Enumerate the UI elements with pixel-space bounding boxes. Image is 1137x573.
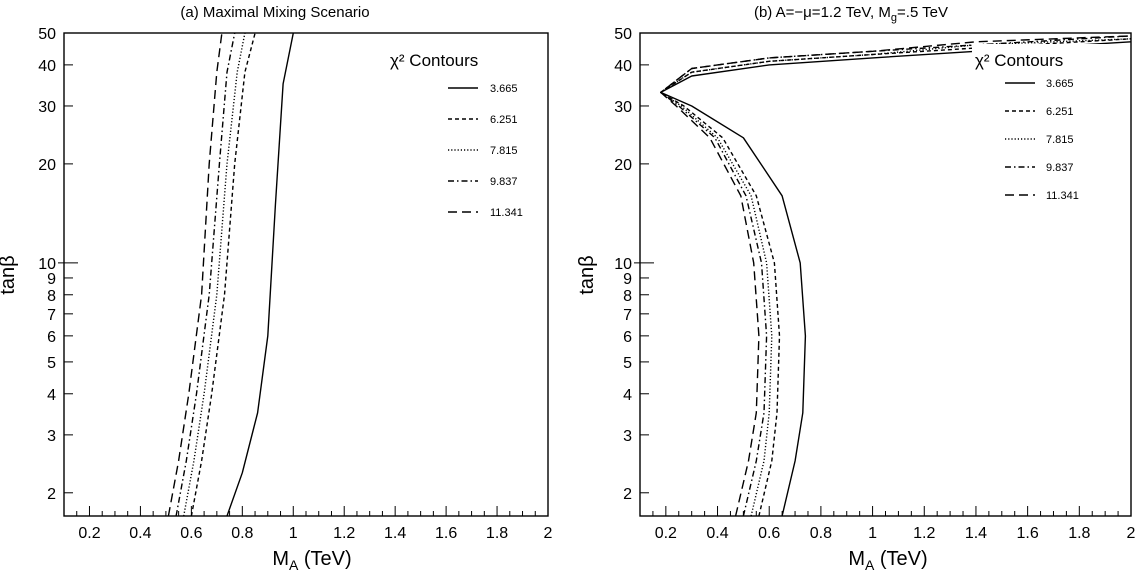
x-tick-label: 1.6 xyxy=(1017,525,1039,542)
x-axis-title: MA (TeV) xyxy=(272,548,351,573)
x-axis-title-main: M xyxy=(272,548,289,570)
legend-label: 9.837 xyxy=(1046,162,1074,174)
contour-line-9-837 xyxy=(175,32,236,517)
contour-line-6-251 xyxy=(660,38,1132,517)
y-tick-label: 50 xyxy=(38,26,56,43)
y-tick-label: 2 xyxy=(623,486,632,503)
x-axis-title-subscript: A xyxy=(865,557,875,573)
x-axis-title-main: M xyxy=(848,548,865,570)
x-tick-label: 1.2 xyxy=(913,525,935,542)
y-tick-label: 2 xyxy=(47,486,56,503)
legend-title: χ² Contours xyxy=(390,51,478,70)
y-tick-label: 8 xyxy=(623,288,632,305)
x-tick-label: 1.8 xyxy=(1068,525,1090,542)
x-axis-title-rest: (TeV) xyxy=(874,548,927,570)
x-tick-label: 0.2 xyxy=(655,525,677,542)
y-tick-label: 5 xyxy=(623,355,632,372)
plot-frame xyxy=(63,32,549,517)
contour-line-3-665 xyxy=(226,32,294,517)
y-tick-label: 3 xyxy=(47,428,56,445)
legend-label: 3.665 xyxy=(1046,78,1074,90)
contour-line-6-251 xyxy=(190,32,256,517)
x-tick-label: 0.8 xyxy=(810,525,832,542)
legend-label: 6.251 xyxy=(1046,106,1074,118)
y-tick-label: 9 xyxy=(623,271,632,288)
y-tick-label: 9 xyxy=(47,271,56,288)
panel-b-title-part1: (b) A=−μ=1.2 TeV, M xyxy=(754,4,891,21)
contour-line-11-341 xyxy=(660,35,1132,517)
x-axis-ticks: 0.2 0.4 0.6 0.8 1 1.2 1.4 1.6 1.8 2 xyxy=(639,506,1136,542)
y-tick-label: 3 xyxy=(623,428,632,445)
y-tick-label: 10 xyxy=(38,256,56,273)
y-tick-label: 40 xyxy=(614,58,632,75)
legend: χ² Contours 3.665 6.251 7.815 9.837 11.341 xyxy=(390,51,523,219)
y-tick-label: 8 xyxy=(47,288,56,305)
legend-label: 3.665 xyxy=(490,83,518,95)
y-tick-label: 6 xyxy=(47,329,56,346)
legend-label: 11.341 xyxy=(1046,190,1079,202)
x-axis-ticks: 0.2 0.4 0.6 0.8 1 1.2 1.4 1.6 1.8 2 xyxy=(63,506,553,542)
legend-label: 6.251 xyxy=(490,114,518,126)
y-axis-title: tanβ xyxy=(0,255,19,294)
x-tick-label: 1 xyxy=(289,525,298,542)
x-tick-label: 2 xyxy=(1127,525,1136,542)
legend: χ² Contours 3.665 6.251 7.815 9.837 11.341 xyxy=(972,44,1122,202)
panel-a-title: (a) Maximal Mixing Scenario xyxy=(180,4,369,21)
panel-b-title: (b) A=−μ=1.2 TeV, Mg=.5 TeV xyxy=(754,4,948,24)
y-tick-label: 4 xyxy=(47,387,56,404)
panel-a: (a) Maximal Mixing Scenario 0.2 0.4 0.6 0.8… xyxy=(0,4,553,573)
x-tick-label: 2 xyxy=(544,525,553,542)
x-tick-label: 1.6 xyxy=(435,525,457,542)
x-axis-title-subscript: A xyxy=(289,557,299,573)
panel-b-title-part2: =.5 TeV xyxy=(897,4,948,21)
panel-b: (b) A=−μ=1.2 TeV, Mg=.5 TeV 0.2 0.4 0.6 0.8… xyxy=(576,4,1136,573)
x-axis-title: MA (TeV) xyxy=(848,548,927,573)
contour-series xyxy=(167,32,294,517)
y-tick-label: 20 xyxy=(38,157,56,174)
legend-label: 7.815 xyxy=(1046,134,1074,146)
legend-title: χ² Contours xyxy=(975,51,1063,70)
y-tick-label: 6 xyxy=(623,329,632,346)
legend-label: 11.341 xyxy=(490,207,523,219)
y-tick-label: 50 xyxy=(614,26,632,43)
x-tick-label: 1 xyxy=(868,525,877,542)
x-tick-label: 0.8 xyxy=(231,525,253,542)
y-tick-label: 40 xyxy=(38,58,56,75)
y-tick-label: 20 xyxy=(614,157,632,174)
contour-series xyxy=(660,35,1132,517)
y-tick-label: 30 xyxy=(614,99,632,116)
y-tick-label: 10 xyxy=(614,256,632,273)
contour-line-11-341 xyxy=(167,32,223,517)
legend-background xyxy=(972,44,1122,74)
legend-label: 7.815 xyxy=(490,145,518,157)
x-tick-label: 0.6 xyxy=(758,525,780,542)
x-tick-label: 1.8 xyxy=(486,525,508,542)
y-tick-label: 7 xyxy=(47,307,56,324)
x-tick-label: 0.6 xyxy=(180,525,202,542)
y-tick-label: 5 xyxy=(47,355,56,372)
x-tick-label: 0.4 xyxy=(706,525,728,542)
x-tick-label: 1.4 xyxy=(384,525,406,542)
x-tick-label: 0.2 xyxy=(78,525,100,542)
x-tick-label: 1.2 xyxy=(333,525,355,542)
x-tick-label: 0.4 xyxy=(129,525,151,542)
panel-b-title-subscript: g xyxy=(891,12,897,24)
x-axis-title-rest: (TeV) xyxy=(298,548,351,570)
y-tick-label: 7 xyxy=(623,307,632,324)
y-tick-label: 30 xyxy=(38,99,56,116)
contour-line-3-665 xyxy=(660,41,1132,517)
y-tick-label: 4 xyxy=(623,387,632,404)
legend-label: 9.837 xyxy=(490,176,518,188)
x-tick-label: 1.4 xyxy=(965,525,987,542)
y-axis-title: tanβ xyxy=(576,255,598,294)
